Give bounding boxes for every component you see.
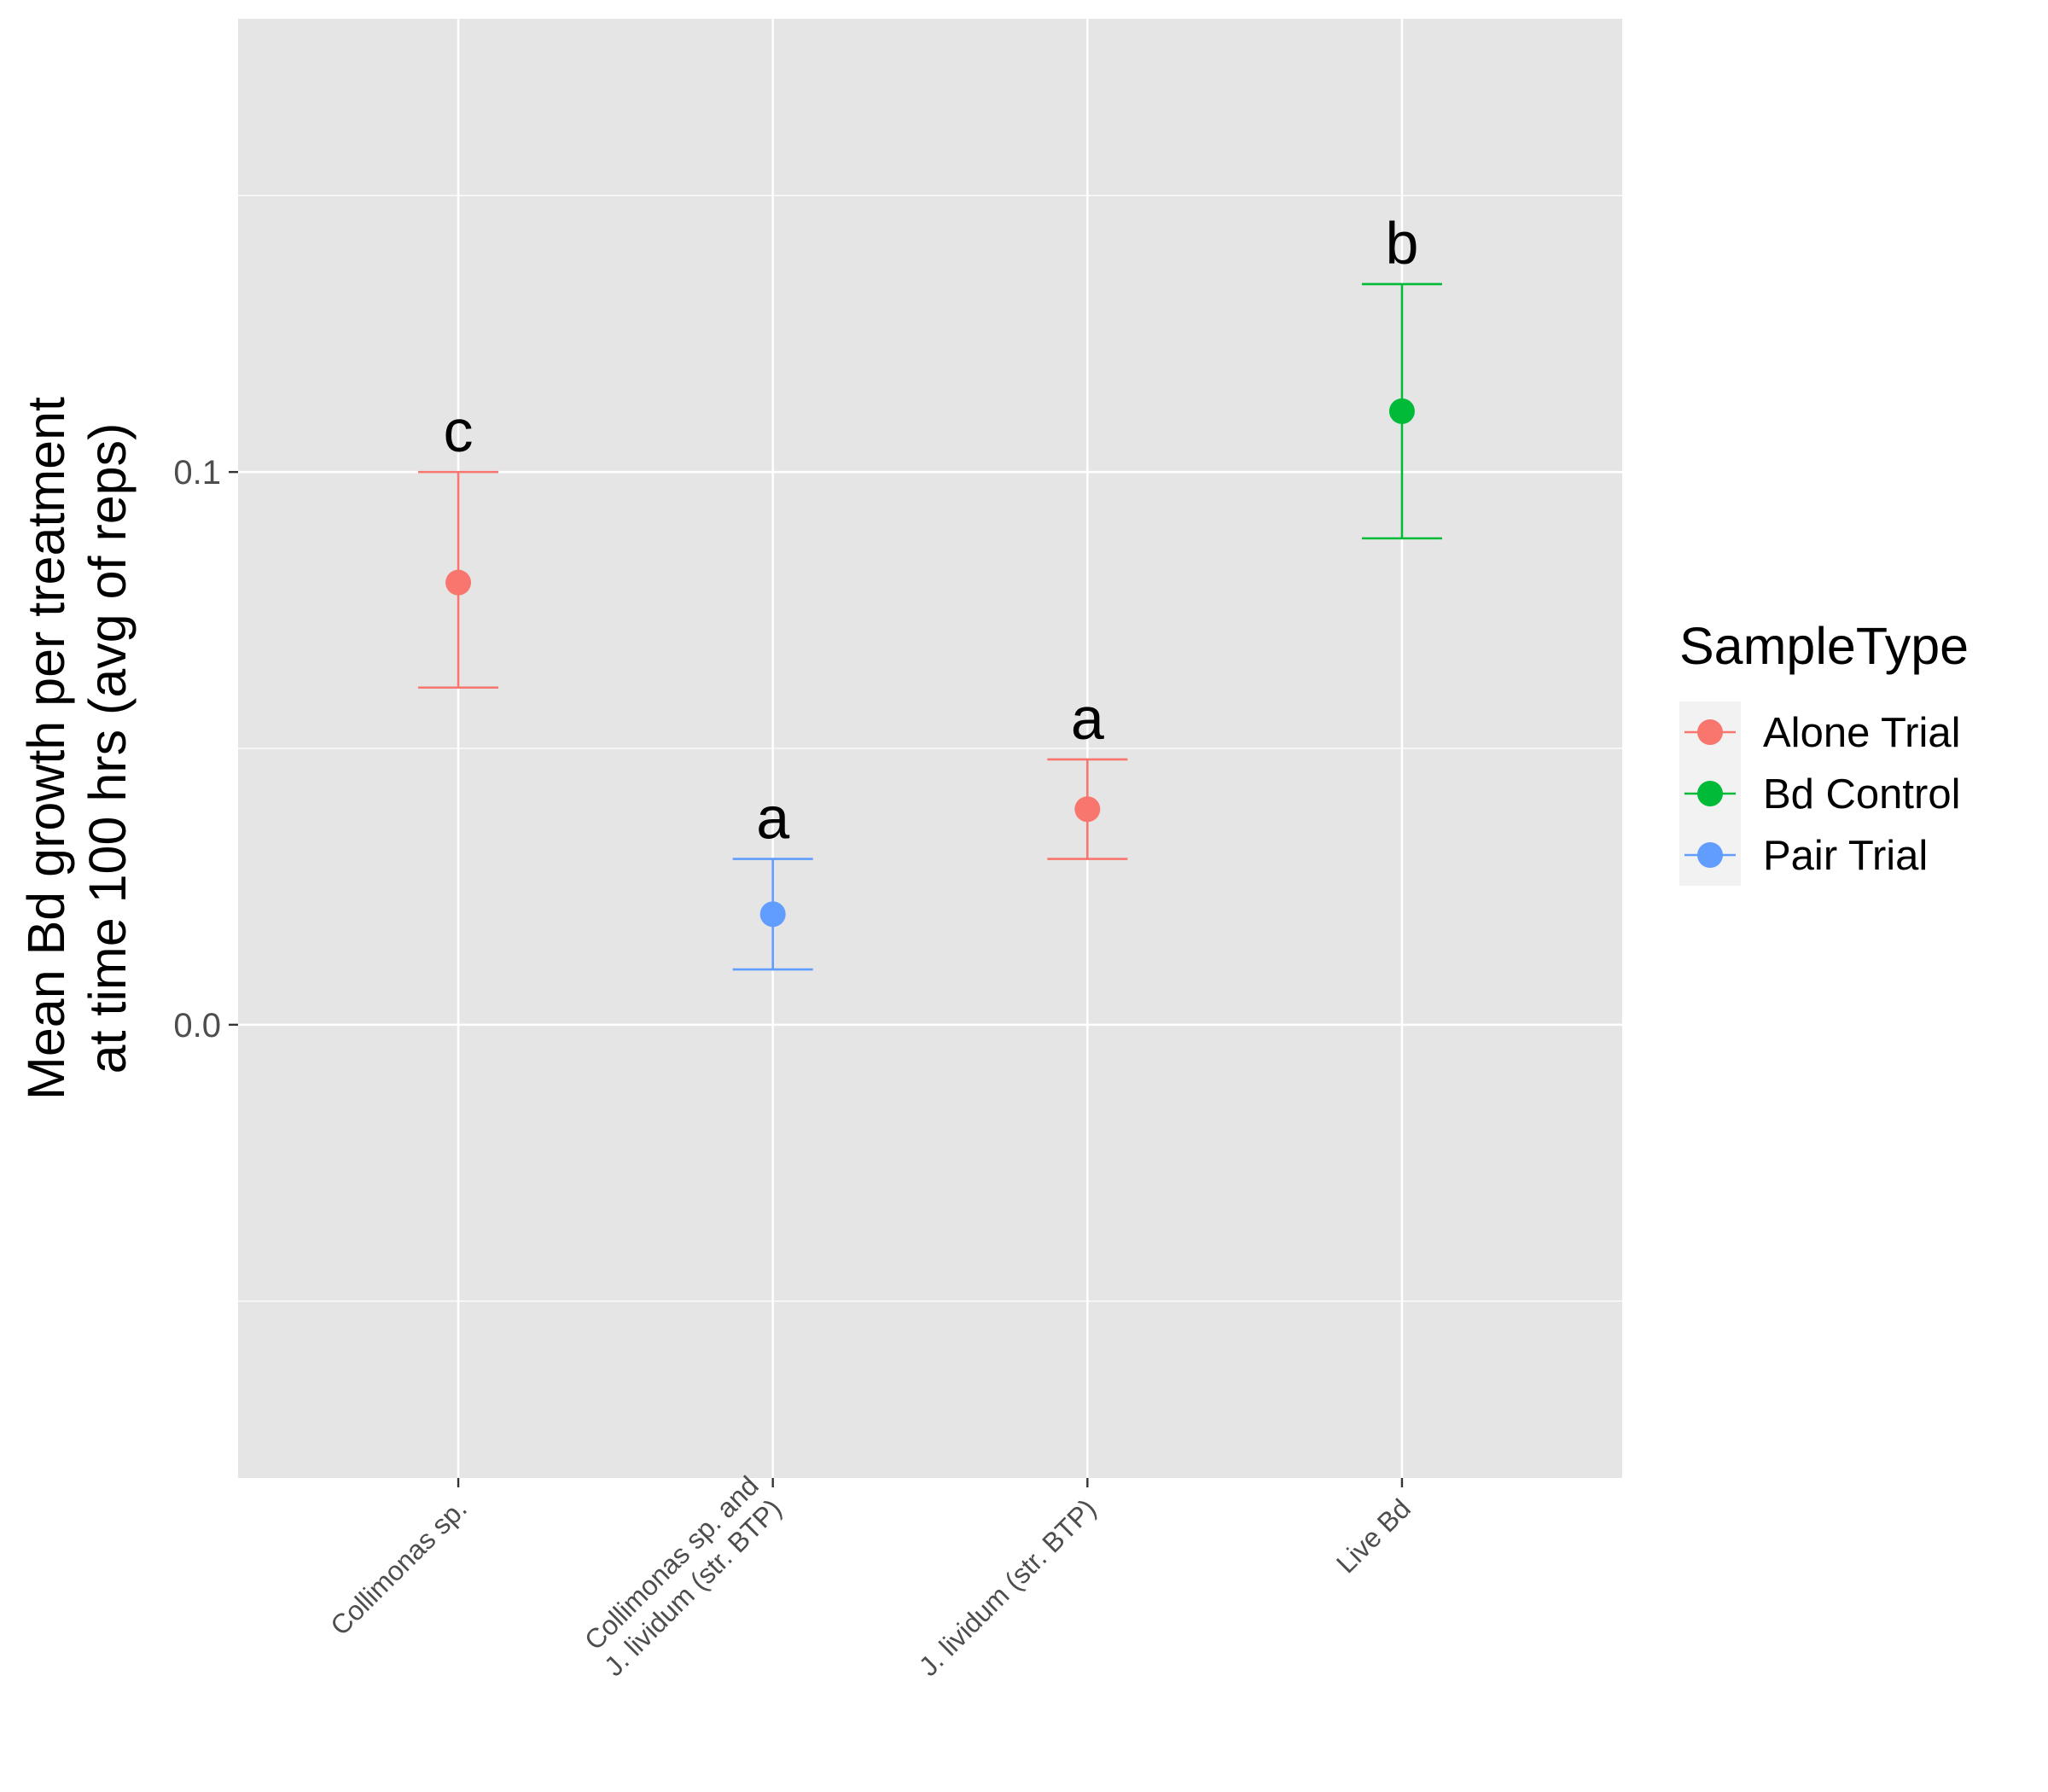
y-axis-title: Mean Bd growth per treatmentat time 100 … xyxy=(17,397,137,1100)
data-points xyxy=(445,398,1415,928)
legend-key-point xyxy=(1697,842,1723,868)
gridlines xyxy=(238,19,1622,1478)
significance-letter: a xyxy=(756,785,789,852)
x-tick-label-line: J. lividum (str. BTP) xyxy=(913,1492,1103,1682)
data-point xyxy=(445,569,472,596)
x-tick-label-line: Live Bd xyxy=(1330,1492,1417,1579)
x-axis: Collimonas sp. Collimonas sp. andJ. livid… xyxy=(324,1470,1417,1682)
y-axis-title-line: at time 100 hrs (avg of reps) xyxy=(79,423,137,1074)
legend-key-point xyxy=(1697,719,1723,745)
significance-letter: c xyxy=(444,398,474,464)
significance-letter: b xyxy=(1385,210,1418,276)
data-point xyxy=(1074,796,1101,823)
legend: SampleType Alone Trial Bd Control Pair Tri… xyxy=(1679,617,1969,886)
data-point xyxy=(759,901,786,928)
data-point xyxy=(1388,398,1415,424)
legend-title: SampleType xyxy=(1679,617,1969,675)
y-axis-title-line: Mean Bd growth per treatment xyxy=(17,397,75,1100)
y-tick-label: 0.0 xyxy=(173,1007,221,1044)
legend-item-label: Bd Control xyxy=(1763,771,1961,817)
legend-key-point xyxy=(1697,781,1723,806)
y-axis: 0.0 0.1 xyxy=(173,454,238,1044)
legend-item-label: Alone Trial xyxy=(1763,710,1961,756)
y-tick-label: 0.1 xyxy=(173,454,221,492)
x-tick-label: J. lividum (str. BTP) xyxy=(913,1492,1103,1682)
x-tick-label: Collimonas sp. xyxy=(324,1492,473,1641)
significance-letters: c a a b xyxy=(444,210,1419,852)
x-tick-label: Collimonas sp. andJ. lividum (str. BTP) xyxy=(575,1470,787,1682)
x-tick-label-line: Collimonas sp. xyxy=(324,1492,473,1641)
legend-item-label: Pair Trial xyxy=(1763,833,1928,879)
x-tick-label: Live Bd xyxy=(1330,1492,1417,1579)
significance-letter: a xyxy=(1071,685,1104,752)
